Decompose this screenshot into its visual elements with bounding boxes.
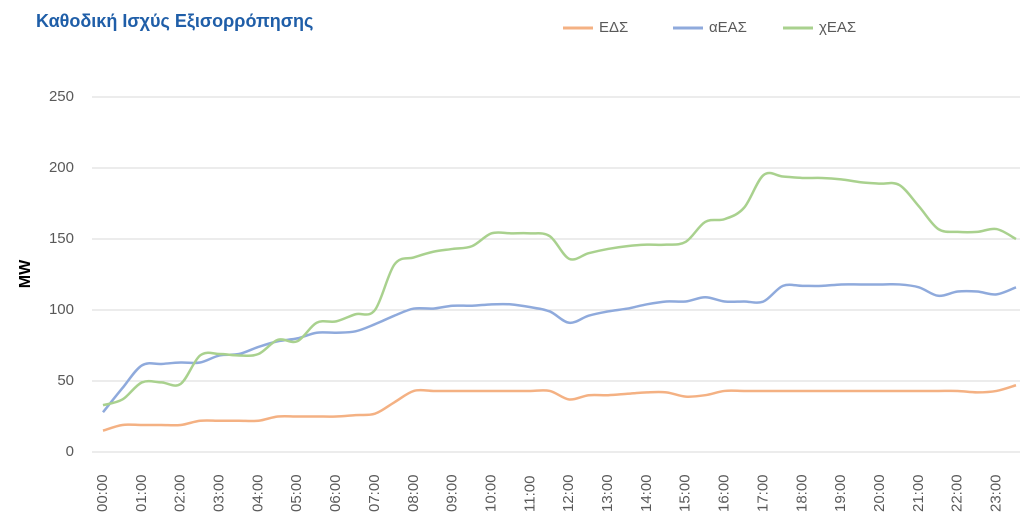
x-tick-label: 18:00: [793, 474, 810, 512]
y-tick-label: 150: [49, 230, 74, 247]
x-tick-label: 13:00: [599, 474, 616, 512]
x-tick-label: 23:00: [988, 474, 1005, 512]
y-tick-label: 250: [49, 88, 74, 105]
y-tick-label: 200: [49, 159, 74, 176]
y-axis-label: MW: [17, 259, 34, 288]
x-tick-label: 04:00: [249, 474, 266, 512]
x-tick-label: 22:00: [949, 474, 966, 512]
y-tick-label: 100: [49, 301, 74, 318]
x-tick-label: 00:00: [94, 474, 111, 512]
x-tick-label: 05:00: [288, 474, 305, 512]
x-tick-label: 10:00: [482, 474, 499, 512]
x-tick-label: 19:00: [832, 474, 849, 512]
x-tick-label: 02:00: [172, 474, 189, 512]
x-tick-label: 15:00: [677, 474, 694, 512]
series-line: [102, 282, 1017, 414]
chart-title: Καθοδική Ισχύς Εξισορρόπησης: [36, 11, 313, 32]
y-tick-label: 50: [57, 372, 74, 389]
x-tick-label: 16:00: [716, 474, 733, 512]
x-tick-label: 11:00: [521, 476, 538, 512]
legend-label: ΕΔΣ: [599, 19, 628, 36]
legend-label: χΕΑΣ: [819, 19, 856, 36]
x-tick-label: 09:00: [444, 474, 461, 512]
x-tick-label: 06:00: [327, 474, 344, 512]
x-tick-label: 07:00: [366, 474, 383, 512]
series-line: [102, 171, 1017, 407]
x-tick-label: 14:00: [638, 474, 655, 512]
y-tick-label: 0: [66, 443, 74, 460]
x-tick-label: 03:00: [211, 474, 228, 512]
x-tick-label: 08:00: [405, 474, 422, 512]
series-line: [102, 384, 1017, 432]
x-tick-label: 12:00: [560, 474, 577, 512]
x-tick-label: 17:00: [754, 474, 771, 512]
x-tick-label: 20:00: [871, 474, 888, 512]
x-tick-label: 01:00: [133, 474, 150, 512]
legend-label: αΕΑΣ: [709, 19, 747, 36]
x-tick-label: 21:00: [910, 474, 927, 512]
